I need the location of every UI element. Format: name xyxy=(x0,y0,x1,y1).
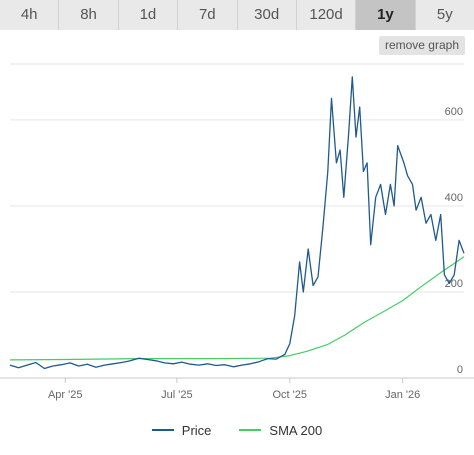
tab-4h[interactable]: 4h xyxy=(0,0,60,30)
price-line xyxy=(9,76,465,370)
tab-1d[interactable]: 1d xyxy=(118,0,179,30)
tab-120d[interactable]: 120d xyxy=(296,0,357,30)
x-tick-label: Apr '25 xyxy=(48,389,83,401)
x-tick-label: Jan '26 xyxy=(385,389,420,401)
y-tick-label: 200 xyxy=(445,278,463,290)
legend-sma-label: SMA 200 xyxy=(269,422,323,438)
sma-200-line xyxy=(9,256,465,361)
y-tick-label: 400 xyxy=(445,192,463,204)
y-tick-label: 600 xyxy=(445,106,463,118)
price-swatch xyxy=(151,429,174,431)
sma-swatch xyxy=(239,429,262,431)
y-tick-label: 0 xyxy=(457,364,463,376)
x-tick-label: Jul '25 xyxy=(161,389,192,401)
legend-item-sma[interactable]: SMA 200 xyxy=(239,423,322,438)
timeframe-tabs: 4h 8h 1d 7d 30d 120d 1y 5y xyxy=(0,0,474,30)
remove-graph-button[interactable]: remove graph xyxy=(378,36,465,55)
tab-5y[interactable]: 5y xyxy=(415,0,474,30)
price-chart: 0 200 400 600 Apr '25 Jul '25 Oct '25 Jan '26 xyxy=(0,63,474,401)
tab-8h[interactable]: 8h xyxy=(59,0,119,30)
chart-legend: Price SMA 200 xyxy=(0,418,474,442)
tab-7d[interactable]: 7d xyxy=(178,0,238,30)
tab-1y[interactable]: 1y xyxy=(356,0,416,30)
x-tick-label: Oct '25 xyxy=(273,389,308,401)
legend-price-label: Price xyxy=(181,422,212,438)
legend-item-price[interactable]: Price xyxy=(151,422,212,438)
tab-30d[interactable]: 30d xyxy=(237,0,297,30)
